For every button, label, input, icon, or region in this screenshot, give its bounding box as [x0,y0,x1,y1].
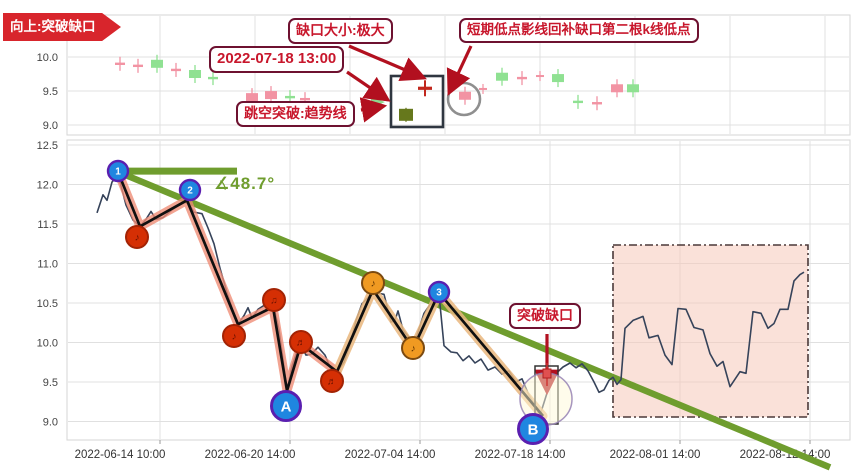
marker-♬[interactable]: ♬ [320,369,344,393]
candle [208,71,218,86]
marker-♪[interactable]: ♪ [222,324,246,348]
svg-text:♫: ♫ [270,296,278,307]
candle [399,107,413,122]
marker-♪[interactable]: ♪ [125,225,149,249]
y-tick-label: 12.0 [37,180,58,192]
marker-2[interactable]: 2 [178,178,202,202]
y-tick-label: 9.5 [43,377,58,389]
annotation-arrow-icon [359,97,388,123]
candle [536,71,544,82]
trendline[interactable] [116,168,832,471]
direction-flag-annotation[interactable]: 向上:突破缺口 [3,13,121,41]
gap-size-label[interactable]: 缺口大小:极大 [288,18,393,44]
y-tick-label: 10.0 [37,52,58,64]
svg-text:♬: ♬ [296,338,306,349]
gap-breakout-label[interactable]: 跳空突破:趋势线 [236,101,355,127]
svg-text:B: B [528,421,539,438]
marker-A[interactable]: A [270,390,302,422]
marker-B[interactable]: B [517,413,549,445]
marker-1[interactable]: 1 [106,159,130,183]
svg-text:♪: ♪ [371,279,376,290]
marker-♬[interactable]: ♬ [289,330,313,354]
trendline-angle-label: ∡48.7° [214,174,276,193]
candle [171,62,181,77]
svg-text:♪: ♪ [411,344,416,355]
annotation-arrow-icon [446,45,473,96]
candle [133,58,143,73]
annotation-arrow-icon [348,44,427,81]
svg-text:3: 3 [436,288,442,299]
svg-text:♪: ♪ [135,233,140,244]
marker-♫[interactable]: ♫ [262,288,286,312]
x-tick-label: 2022-06-20 14:00 [205,449,296,461]
candle [611,79,623,98]
candle [151,54,163,73]
marker-3[interactable]: 3 [427,280,451,304]
x-tick-label: 2022-07-04 14:00 [345,449,436,461]
svg-text:♬: ♬ [327,377,337,388]
y-tick-label: 10.0 [37,338,58,350]
candle [552,69,564,88]
candle [627,79,639,98]
y-tick-label: 11.0 [37,259,58,271]
svg-text:A: A [281,398,292,415]
short-term-low-label[interactable]: 短期低点影线回补缺口第二根k线低点 [459,18,699,43]
marker-♪[interactable]: ♪ [361,271,385,295]
datetime-label[interactable]: 2022-07-18 13:00 [209,46,345,73]
candle [115,56,125,71]
y-tick-label: 12.5 [37,140,58,152]
candle [418,80,432,97]
x-tick-label: 2022-06-14 10:00 [75,449,166,461]
candle [592,96,602,111]
breakout-gap-label[interactable]: 突破缺口 [509,303,581,329]
x-tick-label: 2022-07-18 14:00 [475,449,566,461]
svg-text:♪: ♪ [232,332,237,343]
annotation-arrow-icon [346,70,391,102]
candle [573,94,583,109]
y-tick-label: 9.0 [43,417,58,429]
x-tick-label: 2022-08-01 14:00 [610,449,701,461]
candle [517,71,527,86]
y-tick-label: 10.5 [37,298,58,310]
candle [189,65,201,83]
candle [496,67,508,86]
y-tick-label: 9.0 [43,120,58,132]
y-tick-label: 11.5 [37,219,58,231]
gap-candle-icon [542,363,552,386]
candle [479,83,487,94]
y-tick-label: 9.5 [43,86,58,98]
marker-♪[interactable]: ♪ [401,336,425,360]
svg-text:1: 1 [115,167,121,178]
svg-text:2: 2 [187,186,193,197]
